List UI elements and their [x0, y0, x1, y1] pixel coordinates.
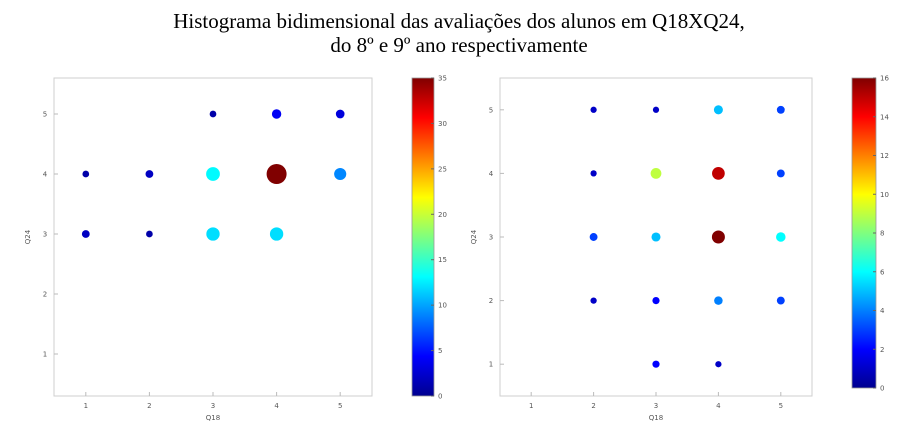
data-point — [590, 297, 597, 304]
scatter-panel-8th-grade: 1 2 3 4 5 1 2 3 4 5 Q18 Q24 0 5 10 15 20 25 30 35 — [24, 75, 447, 423]
y-tick-label: 4 — [43, 171, 48, 179]
colorbar-tick-label: 6 — [880, 268, 885, 276]
colorbar — [851, 77, 877, 389]
data-point — [651, 232, 661, 242]
data-point — [650, 168, 662, 179]
data-point — [590, 170, 597, 177]
colorbar-tick-label: 30 — [438, 120, 447, 128]
colorbar-tick-label: 0 — [438, 393, 442, 401]
data-point — [714, 296, 723, 305]
y-axis-label: Q24 — [470, 229, 478, 244]
y-tick-label: 3 — [43, 231, 47, 239]
colorbar-tick-label: 2 — [880, 346, 884, 354]
y-axis-label: Q24 — [24, 229, 32, 244]
data-point — [206, 227, 220, 241]
colorbar-tick-label: 10 — [880, 191, 889, 199]
y-tick-label: 3 — [489, 234, 493, 242]
data-point — [590, 106, 597, 113]
y-tick-label: 1 — [489, 361, 493, 369]
colorbar-tick-label: 5 — [438, 347, 442, 355]
colorbar-tick-label: 14 — [880, 113, 889, 121]
data-point — [209, 110, 217, 118]
x-axis-label: Q18 — [206, 414, 220, 422]
y-tick-label: 4 — [489, 170, 494, 178]
y-tick-label: 1 — [43, 351, 47, 359]
data-point — [334, 167, 347, 181]
colorbar-tick-label: 0 — [880, 385, 884, 393]
chart-title-line-1: Histograma bidimensional das avaliações … — [173, 9, 745, 33]
data-point — [145, 170, 154, 178]
data-point — [715, 361, 722, 368]
chart-title-line-2: do 8º e 9º ano respectivamente — [330, 33, 588, 57]
y-tick-label: 5 — [43, 111, 47, 119]
x-tick-label: 2 — [591, 402, 595, 410]
data-point — [271, 109, 282, 119]
x-tick-label: 3 — [211, 402, 215, 410]
data-point — [589, 233, 598, 241]
data-point — [712, 167, 725, 180]
x-tick-label: 1 — [529, 402, 533, 410]
data-point — [711, 230, 725, 244]
x-axis-label: Q18 — [649, 414, 663, 422]
colorbar — [411, 77, 435, 397]
data-point — [652, 106, 660, 113]
y-tick-label: 2 — [43, 291, 47, 299]
data-point — [82, 170, 90, 178]
colorbar-tick-label: 25 — [438, 165, 447, 173]
colorbar-tick-label: 4 — [880, 307, 885, 315]
x-tick-label: 5 — [779, 402, 783, 410]
data-point — [266, 164, 287, 184]
colorbar-tick-label: 15 — [438, 256, 447, 264]
data-point — [776, 296, 785, 305]
y-tick-label: 5 — [489, 106, 493, 114]
data-point — [776, 232, 786, 242]
data-point — [335, 109, 345, 119]
data-point — [776, 169, 785, 178]
colorbar-tick-label: 12 — [880, 152, 889, 160]
y-tick-label: 2 — [489, 297, 493, 305]
data-point — [776, 105, 785, 114]
data-point — [713, 105, 723, 115]
data-point — [81, 230, 90, 238]
colorbar-tick-label: 16 — [880, 75, 889, 83]
x-tick-label: 1 — [84, 402, 88, 410]
data-point — [269, 227, 284, 241]
colorbar-tick-label: 20 — [438, 211, 447, 219]
data-point — [652, 360, 660, 368]
colorbar-tick-label: 35 — [438, 75, 447, 83]
colorbar-tick-label: 8 — [880, 230, 884, 238]
colorbar-tick-label: 10 — [438, 302, 447, 310]
x-tick-label: 2 — [147, 402, 151, 410]
x-tick-label: 5 — [338, 402, 342, 410]
x-tick-label: 3 — [654, 402, 658, 410]
data-point — [206, 167, 220, 181]
x-tick-label: 4 — [716, 402, 721, 410]
data-point — [146, 230, 153, 238]
x-tick-label: 4 — [274, 402, 279, 410]
data-point — [652, 297, 660, 305]
